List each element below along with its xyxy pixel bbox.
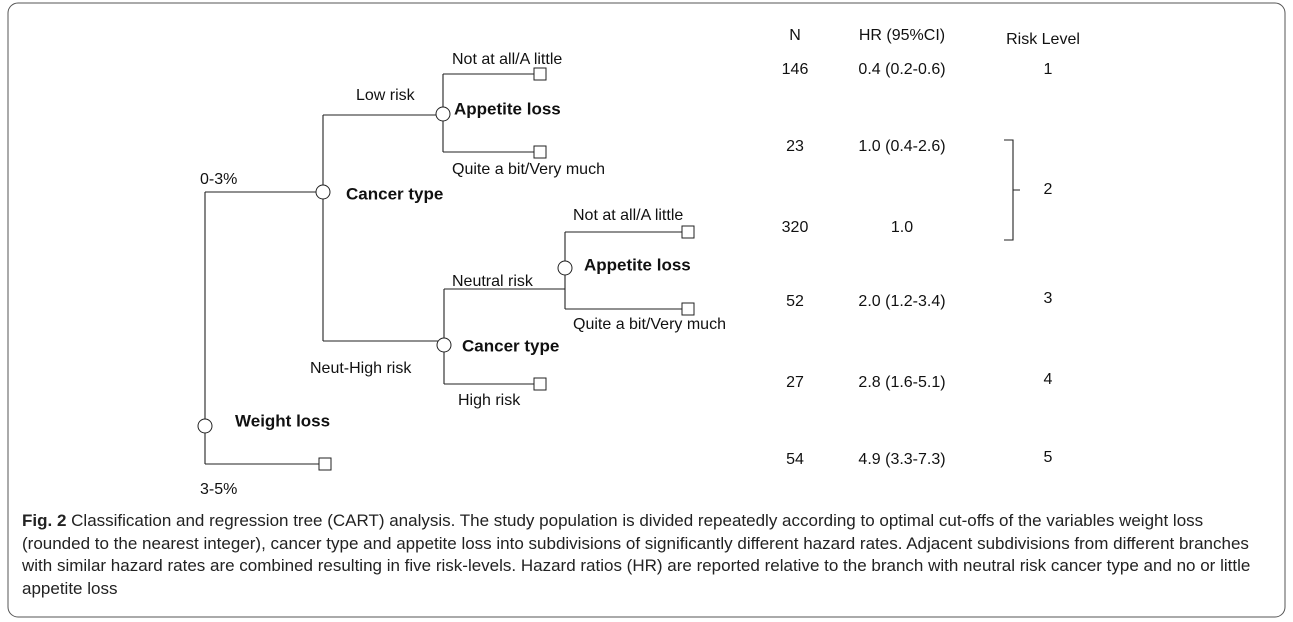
edge-label: Quite a bit/Very much (452, 161, 605, 178)
hr-cell: 2.0 (1.2-3.4) (858, 293, 945, 310)
hr-cell: 1.0 (891, 219, 913, 236)
risk-level: 4 (1044, 371, 1053, 388)
n-cell: 27 (786, 374, 804, 391)
edge-label: 0-3% (200, 171, 237, 188)
edge-label: High risk (458, 392, 521, 409)
caption: Fig. 2 Classification and regression tre… (22, 510, 1272, 600)
table-header: HR (95%CI) (859, 27, 945, 44)
node-label: Appetite loss (584, 255, 691, 274)
frame (7, 2, 1286, 618)
node-label: Weight loss (235, 411, 330, 430)
n-cell: 52 (786, 293, 804, 310)
node-label: Appetite loss (454, 99, 561, 118)
n-cell: 23 (786, 138, 804, 155)
hr-cell: 2.8 (1.6-5.1) (858, 374, 945, 391)
risk-level: 2 (1044, 181, 1053, 198)
n-cell: 54 (786, 451, 804, 468)
node-label: Cancer type (346, 184, 443, 203)
edge-label: Quite a bit/Very much (573, 316, 726, 333)
risk-level: 3 (1044, 290, 1053, 307)
risk-level: 1 (1044, 61, 1053, 78)
hr-cell: 4.9 (3.3-7.3) (858, 451, 945, 468)
edge-label: Low risk (356, 87, 416, 104)
table-header: Risk Level (1006, 31, 1080, 48)
bracket (1004, 139, 1020, 241)
hr-cell: 1.0 (0.4-2.6) (858, 138, 945, 155)
edge-label: Neutral risk (452, 273, 534, 290)
node-label: Cancer type (462, 336, 559, 355)
n-cell: 146 (782, 61, 809, 78)
edge-label: Not at all/A little (452, 51, 562, 68)
hr-cell: 0.4 (0.2-0.6) (858, 61, 945, 78)
edge-label: Neut-High risk (310, 360, 412, 377)
caption-label: Fig. 2 (22, 511, 67, 530)
tree-nodes (197, 67, 695, 471)
n-cell: 320 (782, 219, 809, 236)
caption-text: Classification and regression tree (CART… (22, 511, 1251, 598)
table-header: N (789, 27, 801, 44)
edge-label: Not at all/A little (573, 207, 683, 224)
risk-level: 5 (1044, 449, 1053, 466)
table-rows: 146 0.4 (0.2-0.6) 23 1.0 (0.4-2.6) 320 1.0 52 2… (782, 61, 946, 468)
edge-label: 3-5% (200, 481, 237, 498)
